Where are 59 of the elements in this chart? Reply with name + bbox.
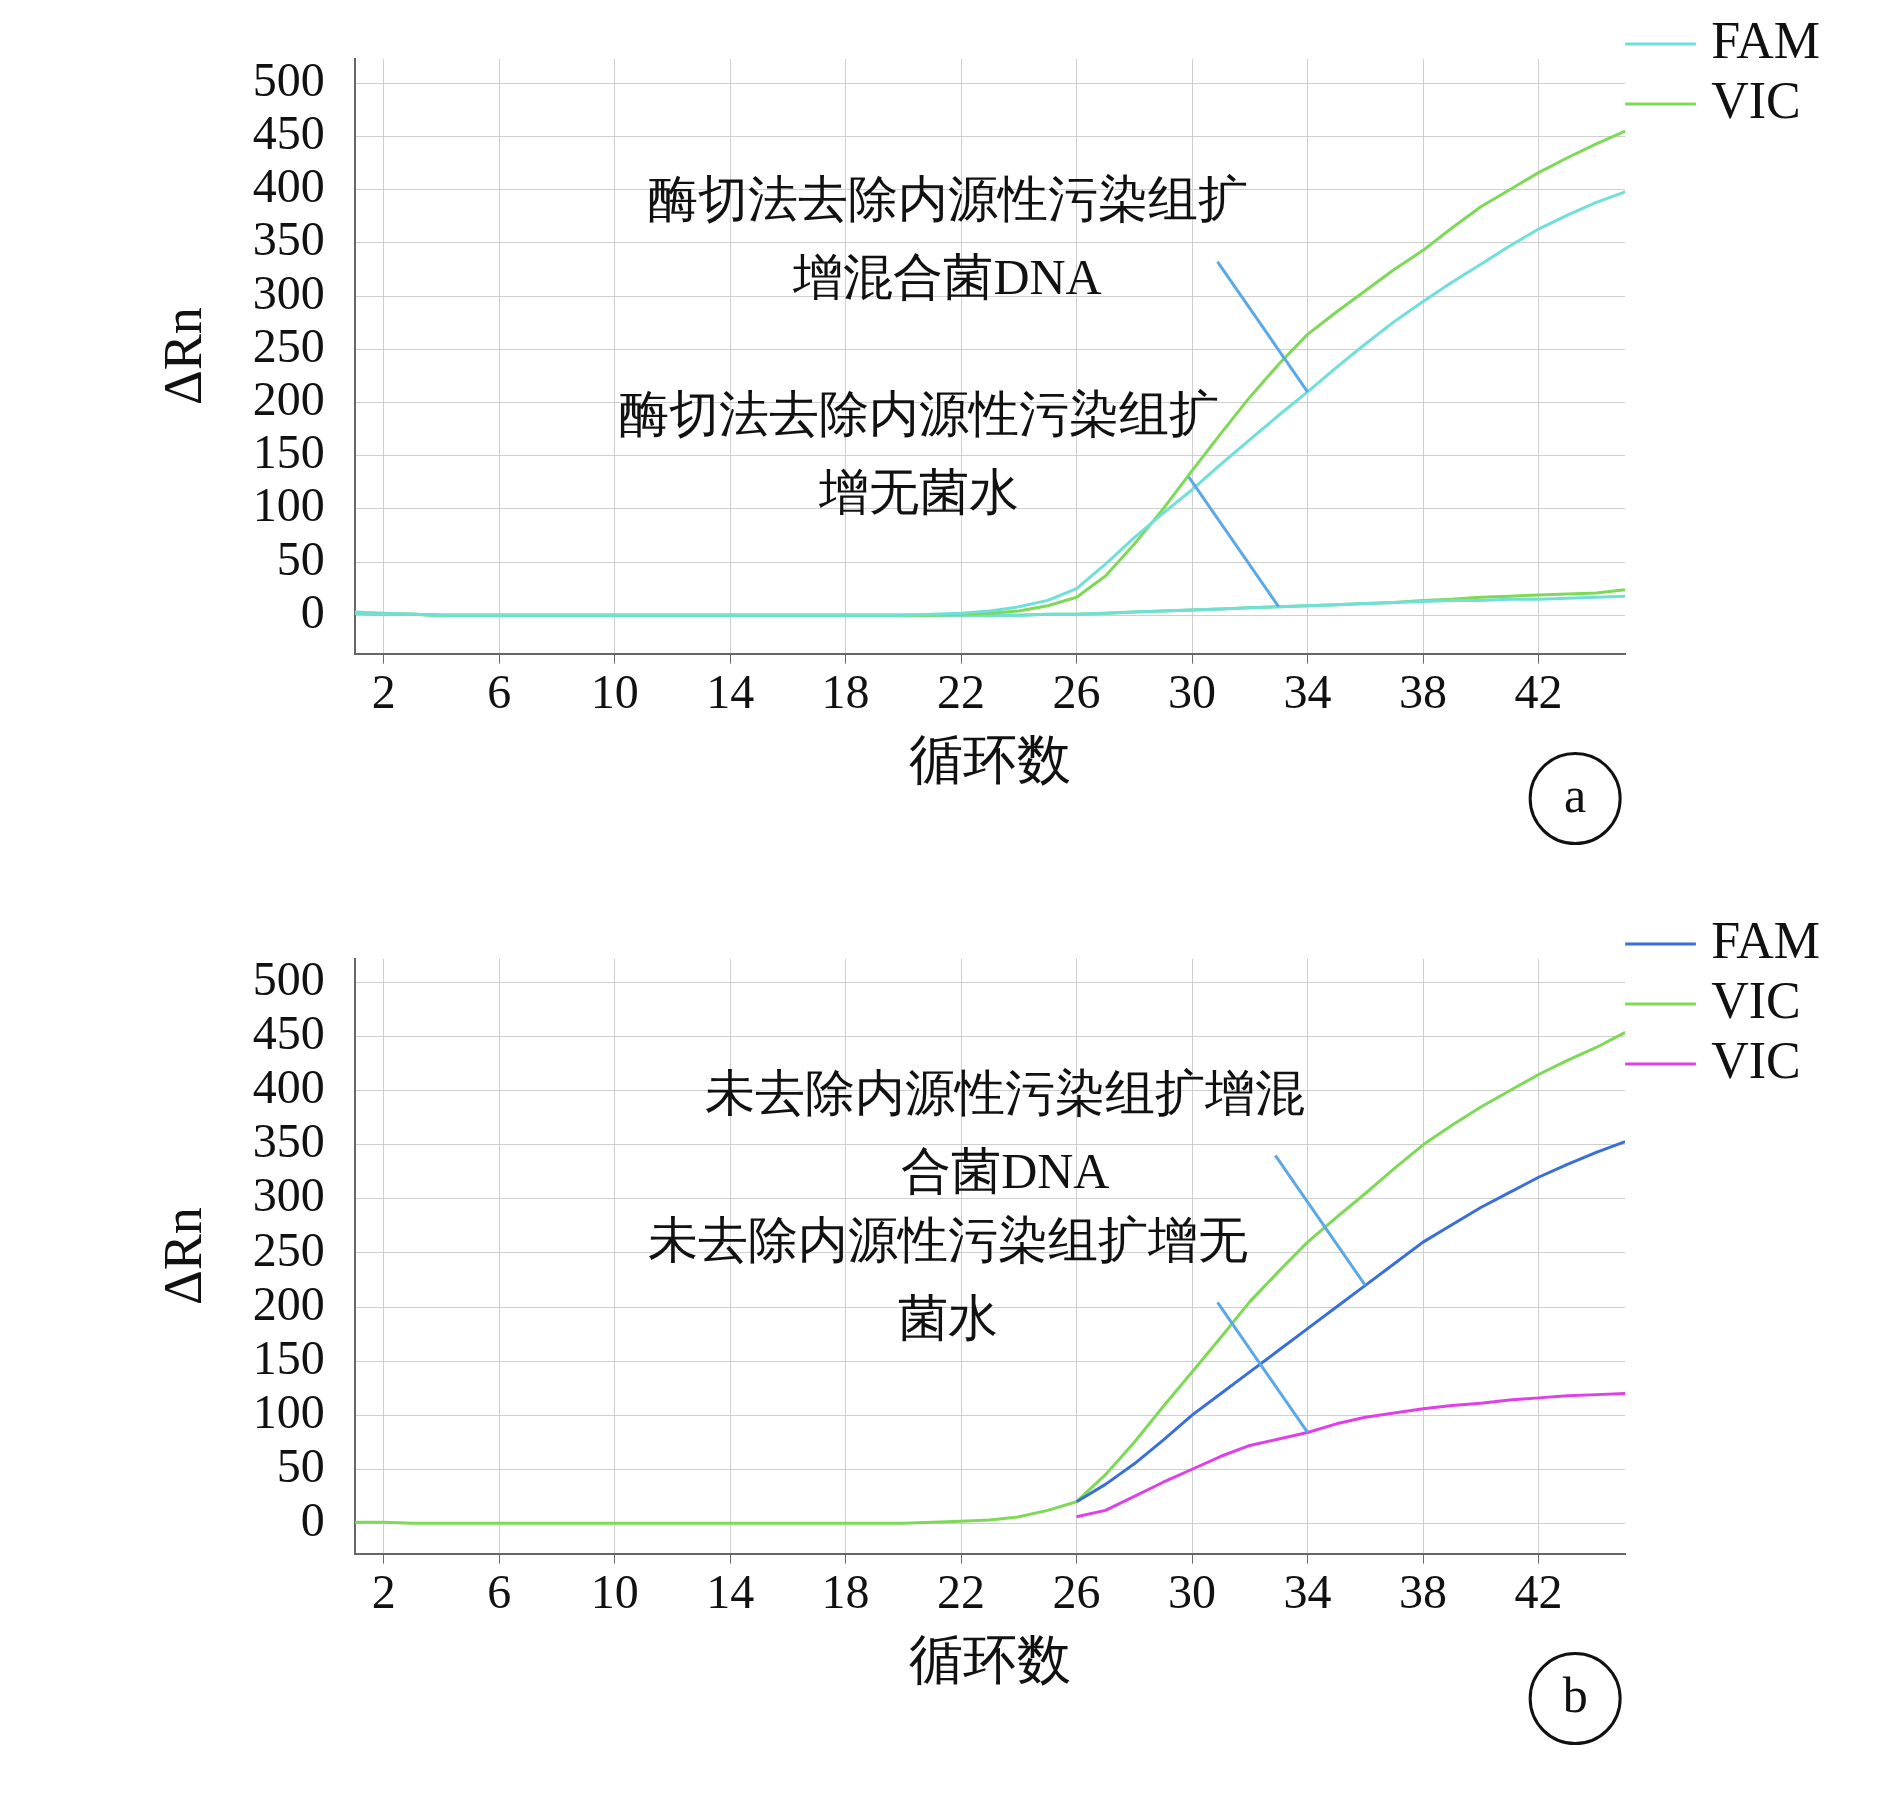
annotation: 酶切法去除内源性污染组扩增混合菌DNA xyxy=(647,170,1248,305)
y-tick-label: 350 xyxy=(252,212,325,266)
y-axis-title: ΔRn xyxy=(152,1207,213,1306)
x-tick-label: 30 xyxy=(1168,1565,1217,1619)
y-tick-label: 300 xyxy=(252,265,325,319)
y-tick-label: 400 xyxy=(252,1060,325,1114)
y-tick-label: 0 xyxy=(300,584,325,638)
x-tick-label: 14 xyxy=(706,1565,755,1619)
y-tick-label: 450 xyxy=(252,106,325,160)
legend-label: FAM xyxy=(1711,911,1821,969)
y-tick-label: 500 xyxy=(252,52,325,106)
x-axis-title: 循环数 xyxy=(908,1629,1071,1690)
y-tick-label: 0 xyxy=(300,1492,325,1546)
y-tick-label: 250 xyxy=(252,318,325,372)
x-tick-label: 14 xyxy=(706,665,755,719)
y-tick-label: 450 xyxy=(252,1006,325,1060)
text: b xyxy=(1562,1666,1588,1723)
x-tick-label: 34 xyxy=(1283,1565,1332,1619)
annotation: 酶切法去除内源性污染组扩增无菌水 xyxy=(618,385,1219,520)
x-tick-label: 18 xyxy=(821,1565,870,1619)
x-tick-label: 10 xyxy=(590,665,639,719)
x-tick-label: 38 xyxy=(1399,1565,1448,1619)
y-tick-label: 150 xyxy=(252,425,325,479)
x-tick-label: 6 xyxy=(487,665,512,719)
y-axis-title: ΔRn xyxy=(152,307,213,406)
annotation: 未去除内源性污染组扩增无菌水 xyxy=(647,1211,1248,1346)
y-tick-label: 350 xyxy=(252,1114,325,1168)
x-tick-label: 42 xyxy=(1514,1565,1563,1619)
x-tick-label: 22 xyxy=(937,1565,986,1619)
y-tick-label: 200 xyxy=(252,1276,325,1330)
x-tick-label: 30 xyxy=(1168,665,1217,719)
x-tick-label: 6 xyxy=(487,1565,512,1619)
x-tick-label: 38 xyxy=(1399,665,1448,719)
legend-label: VIC xyxy=(1711,71,1801,129)
text: a xyxy=(1564,766,1587,823)
y-tick-label: 100 xyxy=(252,478,325,532)
x-tick-label: 42 xyxy=(1514,665,1563,719)
x-tick-label: 2 xyxy=(371,665,396,719)
legend-label: VIC xyxy=(1711,971,1801,1029)
y-tick-label: 300 xyxy=(252,1168,325,1222)
y-tick-label: 200 xyxy=(252,372,325,426)
x-axis-title: 循环数 xyxy=(908,729,1071,790)
x-tick-label: 18 xyxy=(821,665,870,719)
x-tick-label: 2 xyxy=(371,1565,396,1619)
y-tick-label: 50 xyxy=(276,1438,325,1492)
x-tick-label: 22 xyxy=(937,665,986,719)
legend-label: VIC xyxy=(1711,1031,1801,1089)
x-tick-label: 10 xyxy=(590,1565,639,1619)
x-tick-label: 26 xyxy=(1052,665,1101,719)
y-tick-label: 150 xyxy=(252,1330,325,1384)
y-tick-label: 250 xyxy=(252,1222,325,1276)
y-tick-label: 50 xyxy=(276,531,325,585)
annotation: 未去除内源性污染组扩增混合菌DNA xyxy=(705,1064,1306,1199)
x-tick-label: 26 xyxy=(1052,1565,1101,1619)
y-tick-label: 100 xyxy=(252,1384,325,1438)
y-tick-label: 500 xyxy=(252,952,325,1006)
x-tick-label: 34 xyxy=(1283,665,1332,719)
y-tick-label: 400 xyxy=(252,159,325,213)
legend-label: FAM xyxy=(1711,11,1821,69)
